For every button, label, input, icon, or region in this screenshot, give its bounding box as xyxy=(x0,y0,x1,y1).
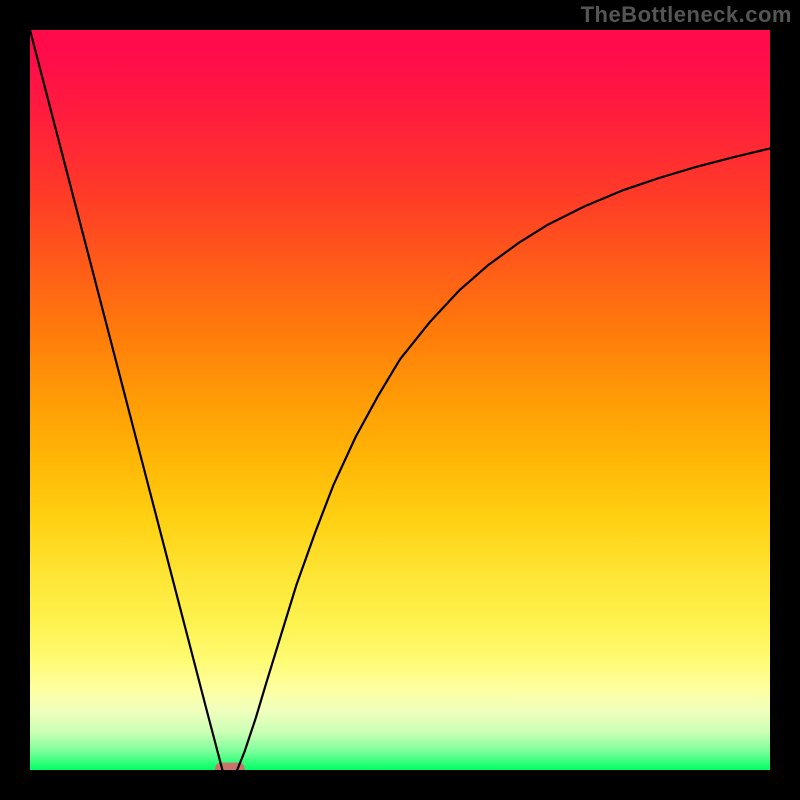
chart-container: TheBottleneck.com xyxy=(0,0,800,800)
bottleneck-chart xyxy=(0,0,800,800)
watermark-text: TheBottleneck.com xyxy=(581,2,792,28)
gradient-background xyxy=(30,30,770,770)
